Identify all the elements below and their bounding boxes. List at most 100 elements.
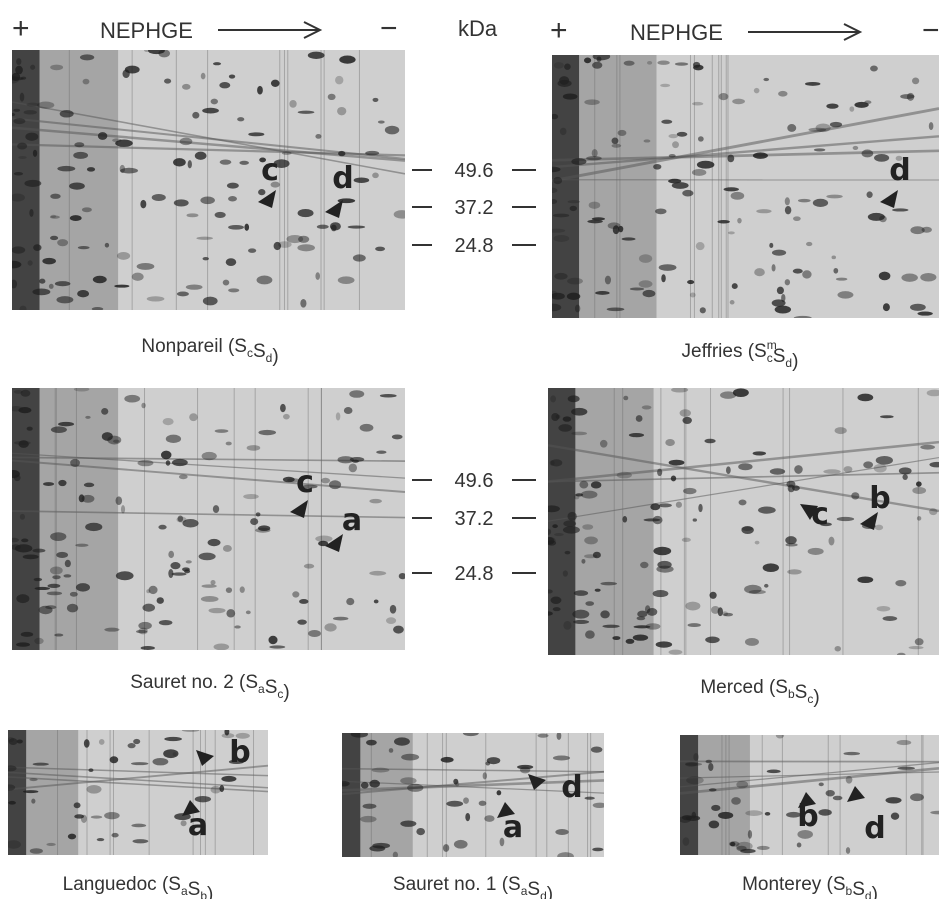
gel-edge [698, 735, 750, 855]
gel-spot [554, 272, 568, 280]
gel-spot [588, 201, 601, 209]
gel-spot [628, 432, 645, 438]
gel-spot [794, 465, 803, 474]
gel-spot [26, 102, 39, 107]
gel-spot [348, 463, 358, 473]
gel-spot [235, 732, 250, 739]
gel-spot [552, 524, 558, 529]
gel-spot [836, 516, 855, 522]
gel-spot [20, 76, 27, 80]
gel-streak [8, 776, 268, 793]
panel-caption: Nonpareil (ScSd) [141, 336, 278, 367]
gel-image [680, 735, 939, 855]
gel-streak [342, 767, 604, 773]
caption-superscript: m [767, 338, 777, 352]
gel-spot [562, 526, 580, 534]
gel-spot [12, 260, 22, 269]
gel-spot [575, 493, 584, 497]
caption-text: Nonpareil (S [141, 336, 247, 357]
gel-spot [882, 616, 898, 621]
gel-spot [774, 305, 792, 314]
spot-arrow [258, 190, 276, 208]
gel-spot [372, 842, 391, 849]
gel-spot [393, 737, 410, 746]
gel-spot [676, 131, 688, 137]
gel-spot [711, 804, 721, 812]
gel-spot [384, 125, 400, 135]
gel-spot [96, 837, 105, 842]
gel-spot [622, 516, 628, 523]
gel-spot [563, 520, 577, 527]
gel-edge [8, 730, 27, 855]
gel-spot [362, 803, 377, 809]
gel-spot [623, 60, 635, 66]
gel-spot [372, 97, 379, 103]
gel-spot [127, 743, 136, 749]
gel-spot [243, 493, 259, 500]
gel-spot [586, 156, 602, 161]
gel-streak [548, 471, 939, 483]
gel-spot [804, 81, 821, 86]
minus-sign: − [922, 14, 939, 47]
gel-spot [708, 762, 714, 772]
spot-arrow [798, 792, 816, 808]
gel-image [12, 50, 405, 310]
gel-spot [727, 231, 735, 235]
gel-spot [611, 143, 622, 148]
spot-label: b [797, 799, 818, 834]
gel-spot [880, 415, 894, 419]
gel-spot [30, 64, 36, 70]
marker-label: 49.6 [455, 470, 494, 492]
gel-spot [73, 802, 81, 809]
gel-spot [705, 636, 720, 644]
gel-spot [600, 581, 618, 586]
gel-spot [67, 833, 77, 840]
gel-spot [896, 740, 912, 746]
gel-spot [584, 99, 600, 106]
gel-spot [552, 187, 558, 193]
gel-spot [376, 450, 387, 454]
gel-spot [360, 781, 369, 789]
gel-spot [16, 642, 31, 647]
gel-spot [453, 839, 468, 849]
gel-spot [600, 610, 610, 619]
gel-spot [13, 474, 21, 482]
gel-spot [658, 264, 677, 271]
gel-spot [407, 783, 424, 792]
gel-spot [268, 635, 278, 645]
gel-streak [548, 456, 939, 522]
gel-spot [371, 767, 390, 773]
gel-spot [831, 255, 836, 260]
gel-spot [219, 785, 225, 793]
gel-spot [825, 789, 835, 797]
arrow-head [843, 23, 863, 41]
gel-spot [70, 458, 80, 467]
gel-spot [559, 76, 570, 85]
gel-spot [900, 94, 915, 99]
gel-spot [401, 753, 420, 761]
gel-spot [655, 641, 673, 648]
spot-arrow [800, 504, 818, 520]
gel-spot [141, 402, 146, 409]
header: + NEPHGE − kDa + NEPHGE − [12, 12, 939, 47]
gel-spot [200, 596, 219, 602]
gel-spot [585, 601, 595, 606]
spot-arrow [860, 512, 878, 530]
gel-spot [32, 548, 46, 553]
gel-spot [74, 142, 85, 148]
spot-arrow [528, 774, 546, 790]
gel-spot [579, 480, 589, 489]
gel-spot [109, 756, 119, 764]
gel-spot [709, 591, 717, 599]
gel-spot [359, 815, 377, 823]
caption-subscript: a [258, 682, 265, 696]
panel-caption: Merced (SbSc) [700, 677, 819, 708]
gel-spot [219, 159, 232, 165]
gel-spot [446, 800, 464, 807]
caption-text: S [852, 879, 865, 899]
gel-streak [552, 135, 939, 169]
gel-spot [228, 288, 240, 293]
gel-spot [553, 62, 564, 69]
gel-spot [22, 554, 39, 560]
gel-spot [281, 151, 292, 155]
